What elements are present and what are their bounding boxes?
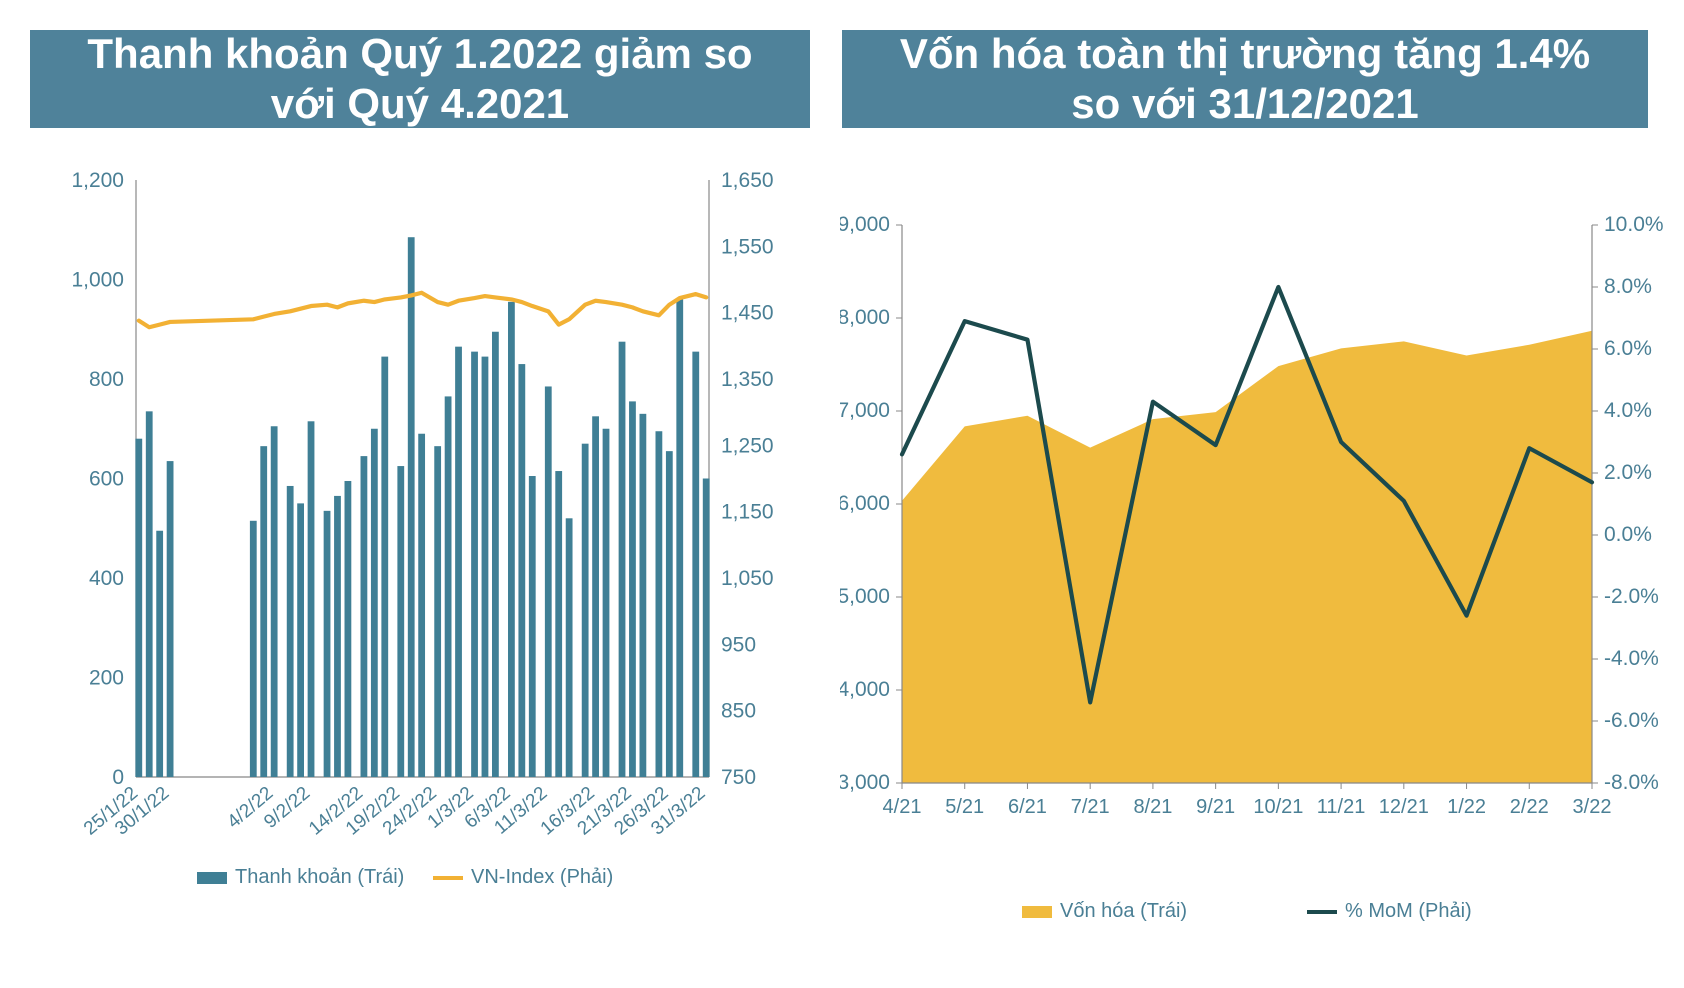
svg-text:0: 0 xyxy=(112,766,124,789)
svg-text:-6.0%: -6.0% xyxy=(1604,709,1659,732)
svg-text:6/21: 6/21 xyxy=(1008,796,1047,818)
svg-text:8/21: 8/21 xyxy=(1133,796,1172,818)
svg-text:9,000: 9,000 xyxy=(840,213,890,236)
svg-text:200: 200 xyxy=(89,667,124,690)
svg-text:600: 600 xyxy=(89,468,124,491)
svg-text:1,650: 1,650 xyxy=(721,169,774,192)
svg-text:8,000: 8,000 xyxy=(840,306,890,329)
svg-text:750: 750 xyxy=(721,766,756,789)
svg-text:1,050: 1,050 xyxy=(721,567,774,590)
svg-text:800: 800 xyxy=(89,368,124,391)
svg-text:1,150: 1,150 xyxy=(721,501,774,524)
svg-text:4/21: 4/21 xyxy=(883,796,922,818)
svg-text:850: 850 xyxy=(721,700,756,723)
svg-text:7/21: 7/21 xyxy=(1071,796,1110,818)
svg-text:5,000: 5,000 xyxy=(840,585,890,608)
svg-text:1,200: 1,200 xyxy=(71,169,124,192)
svg-text:1/22: 1/22 xyxy=(1447,796,1486,818)
svg-text:1,450: 1,450 xyxy=(721,302,774,325)
svg-text:1,250: 1,250 xyxy=(721,434,774,457)
svg-text:6.0%: 6.0% xyxy=(1604,337,1652,360)
svg-text:12/21: 12/21 xyxy=(1379,796,1429,818)
svg-text:1,350: 1,350 xyxy=(721,368,774,391)
svg-text:4,000: 4,000 xyxy=(840,678,890,701)
svg-text:10.0%: 10.0% xyxy=(1604,213,1664,236)
svg-text:2/22: 2/22 xyxy=(1510,796,1549,818)
svg-text:4.0%: 4.0% xyxy=(1604,399,1652,422)
svg-text:950: 950 xyxy=(721,633,756,656)
svg-text:3,000: 3,000 xyxy=(840,771,890,794)
svg-text:7,000: 7,000 xyxy=(840,399,890,422)
svg-text:-8.0%: -8.0% xyxy=(1604,771,1659,794)
svg-text:1,550: 1,550 xyxy=(721,235,774,258)
svg-text:9/21: 9/21 xyxy=(1196,796,1235,818)
svg-text:1,000: 1,000 xyxy=(71,269,124,292)
svg-text:400: 400 xyxy=(89,567,124,590)
svg-text:-2.0%: -2.0% xyxy=(1604,585,1659,608)
svg-text:0.0%: 0.0% xyxy=(1604,523,1652,546)
svg-text:11/21: 11/21 xyxy=(1317,796,1366,818)
svg-text:-4.0%: -4.0% xyxy=(1604,647,1659,670)
svg-text:3/22: 3/22 xyxy=(1573,796,1612,818)
svg-text:6,000: 6,000 xyxy=(840,492,890,515)
svg-text:8.0%: 8.0% xyxy=(1604,275,1652,298)
svg-text:5/21: 5/21 xyxy=(945,796,984,818)
svg-text:2.0%: 2.0% xyxy=(1604,461,1652,484)
svg-text:10/21: 10/21 xyxy=(1253,796,1303,818)
